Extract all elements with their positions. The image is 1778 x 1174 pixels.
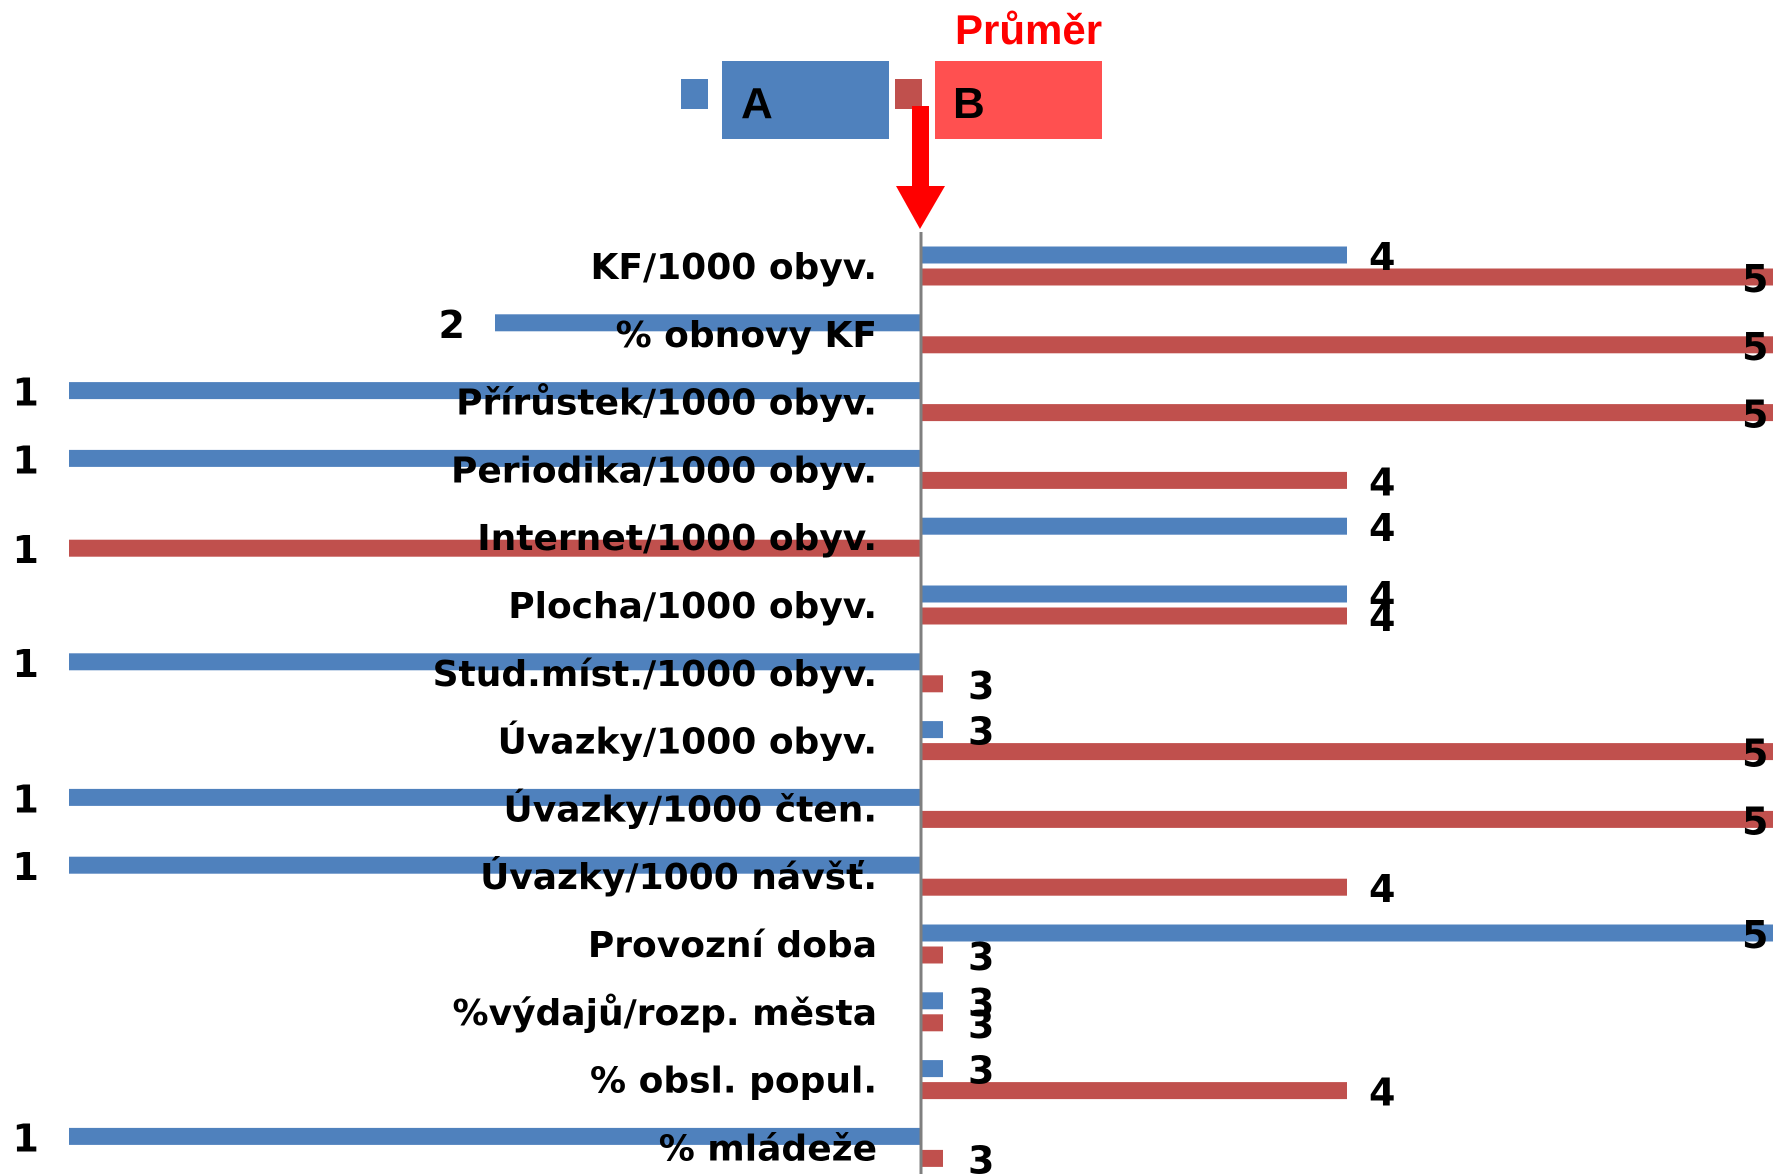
category-label: KF/1000 obyv.	[590, 247, 877, 288]
bar-series-a	[69, 1127, 921, 1145]
value-label-series-b: 3	[968, 1003, 994, 1047]
bar-series-b	[921, 675, 943, 693]
bar-series-a	[69, 449, 921, 467]
bar-series-a	[921, 517, 1347, 535]
category-label: Úvazky/1000 čten.	[504, 788, 878, 830]
value-label-series-b: 4	[1369, 1071, 1395, 1115]
value-label-series-a: 1	[13, 777, 39, 821]
bar-series-b	[921, 404, 1773, 422]
bars-layer	[69, 246, 1773, 1167]
value-label-series-b: 3	[968, 1138, 994, 1174]
bar-series-a	[69, 382, 921, 400]
category-labels-layer: KF/1000 obyv. % obnovy KF Přírůstek/1000 o…	[433, 247, 877, 1169]
bar-series-b	[921, 268, 1773, 286]
bar-series-a	[69, 788, 921, 806]
value-label-series-a: 4	[1369, 574, 1395, 618]
bar-series-b	[921, 471, 1347, 489]
value-label-series-a: 1	[13, 1116, 39, 1160]
value-label-series-b: 4	[1369, 460, 1395, 504]
bar-series-a	[921, 1060, 943, 1078]
value-label-series-a: 4	[1369, 506, 1395, 550]
average-label: Průměr	[955, 6, 1102, 53]
legend-label-a: A	[741, 79, 773, 128]
bar-series-a	[921, 246, 1347, 264]
legend: A B	[681, 61, 1102, 139]
value-label-series-b: 1	[13, 528, 39, 572]
value-label-series-b: 5	[1742, 393, 1768, 437]
bar-series-a	[921, 721, 943, 739]
legend-swatch-a	[681, 79, 708, 109]
value-label-series-a: 1	[13, 438, 39, 482]
value-label-series-a: 4	[1369, 235, 1395, 279]
category-label: % obnovy KF	[616, 315, 877, 356]
bar-series-b	[69, 539, 921, 557]
bar-series-a	[69, 856, 921, 874]
bar-series-b	[921, 1149, 943, 1167]
value-label-series-b: 5	[1742, 257, 1768, 301]
bar-series-a	[921, 924, 1773, 942]
value-label-series-b: 5	[1742, 325, 1768, 369]
value-label-series-b: 4	[1369, 596, 1395, 640]
value-label-series-a: 3	[968, 981, 994, 1025]
bar-series-a	[921, 585, 1347, 603]
category-label: Internet/1000 obyv.	[477, 518, 877, 559]
category-label: %výdajů/rozp. města	[453, 993, 877, 1034]
value-label-series-a: 2	[439, 303, 465, 347]
category-label: Stud.míst./1000 obyv.	[433, 654, 877, 695]
bar-series-b	[921, 1082, 1347, 1100]
down-arrow-icon	[896, 106, 945, 229]
value-label-series-a: 5	[1742, 913, 1768, 957]
bar-series-b	[921, 607, 1347, 625]
bar-series-b	[921, 1014, 943, 1032]
legend-label-b: B	[953, 79, 985, 128]
value-label-series-b: 4	[1369, 867, 1395, 911]
category-label: Provozní doba	[588, 925, 877, 966]
bar-series-a	[69, 653, 921, 671]
category-label: Úvazky/1000 obyv.	[498, 721, 877, 763]
bar-series-b	[921, 878, 1347, 896]
bar-series-a	[921, 992, 943, 1010]
bar-series-a	[495, 314, 921, 332]
value-label-series-b: 5	[1742, 799, 1768, 843]
value-label-series-b: 3	[968, 664, 994, 708]
category-label: Přírůstek/1000 obyv.	[456, 383, 877, 424]
value-label-series-a: 1	[13, 845, 39, 889]
value-label-series-b: 3	[968, 935, 994, 979]
category-label: % obsl. popul.	[590, 1061, 877, 1102]
value-label-series-a: 3	[968, 1049, 994, 1093]
value-label-series-a: 3	[968, 710, 994, 754]
legend-label-box-b	[935, 61, 1102, 139]
value-label-series-b: 5	[1742, 732, 1768, 776]
legend-swatch-b	[895, 79, 922, 109]
category-label: % mládeže	[659, 1128, 877, 1169]
category-label: Plocha/1000 obyv.	[508, 586, 877, 627]
category-label: Periodika/1000 obyv.	[451, 450, 877, 491]
bar-series-b	[921, 336, 1773, 354]
value-label-series-a: 1	[13, 371, 39, 415]
category-label: Úvazky/1000 návšť.	[480, 856, 877, 898]
legend-label-box-a	[722, 61, 889, 139]
bar-series-b	[921, 743, 1773, 761]
value-label-series-a: 1	[13, 642, 39, 686]
bar-series-b	[921, 946, 943, 964]
bar-series-b	[921, 810, 1773, 828]
